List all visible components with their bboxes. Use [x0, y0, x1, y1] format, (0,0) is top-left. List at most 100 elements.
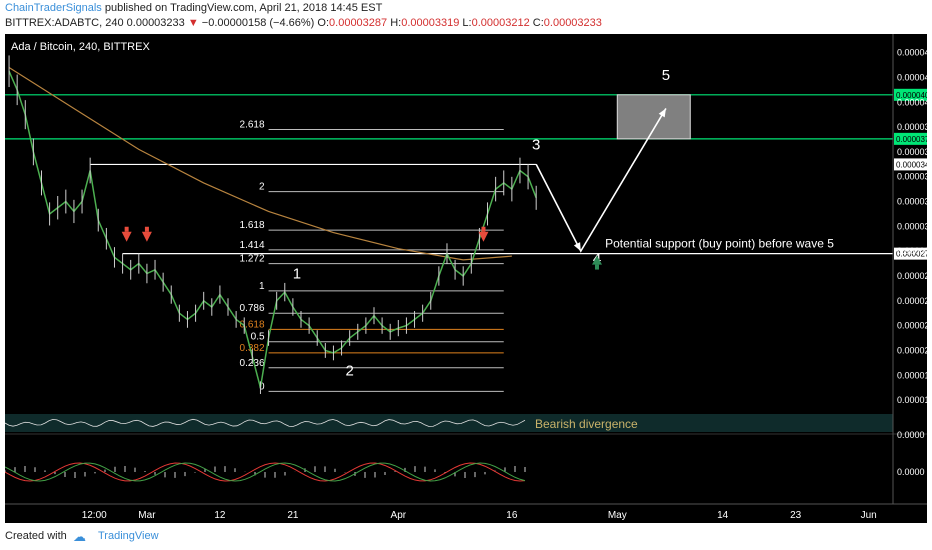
wave-label: 5 [662, 67, 670, 84]
green-up-arrow-stem [595, 264, 599, 270]
price-tag [894, 88, 927, 101]
price-axis-tick: 0.00003200 [897, 197, 927, 207]
wave-label: 3 [532, 136, 540, 153]
price-tag-label: 0.00004060 [896, 91, 927, 100]
price-axis-tick: 0.00004400 [897, 48, 927, 58]
macd-line [4, 462, 526, 482]
price-line [8, 70, 537, 388]
arrowhead-icon [658, 108, 666, 118]
macd-signal-line [4, 462, 526, 482]
red-down-arrow-icon [478, 231, 489, 242]
chart-title: Ada / Bitcoin, 240, BITTREX [11, 41, 150, 53]
fibonacci-group: 00.2360.3820.50.6180.78611.2721.4141.618… [240, 120, 504, 392]
low-label: L: [462, 17, 472, 29]
fib-level-label: 0.382 [240, 343, 265, 354]
red-down-arrow-stem [124, 226, 129, 232]
time-axis-tick: 12:00 [82, 510, 107, 521]
symbol-label: BITTREX:ADABTC, 240 [5, 17, 124, 29]
publish-info: ChainTraderSignals published on TradingV… [5, 2, 382, 14]
axis-group: 0.00004400 0.00004200 0.00004000 0.00003800… [5, 34, 932, 521]
close-value: 0.00003233 [543, 17, 602, 29]
time-axis-tick: 14 [717, 510, 729, 521]
chart-area[interactable]: 00.2360.3820.50.6180.78611.2721.4141.618… [4, 34, 932, 523]
fib-level-label: 0 [259, 381, 265, 392]
fib-level-label: 1.272 [240, 254, 265, 265]
open-value: 0.00003287 [329, 17, 388, 29]
price-tag [894, 132, 927, 145]
last-price: 0.00003233 [126, 17, 185, 29]
time-axis-tick: 12 [214, 510, 226, 521]
fib-level-label: 0.618 [240, 319, 265, 330]
green-up-arrow-icon [592, 255, 602, 265]
price-axis-tick: 0.00004200 [897, 72, 927, 82]
created-with-label: Created with [5, 530, 67, 542]
fib-level-label: 0.5 [251, 332, 265, 343]
price-axis-tick: 0.00002200 [897, 321, 927, 331]
divergence-annotation: Bearish divergence [535, 417, 638, 431]
price-tag [894, 247, 927, 260]
published-text: published on TradingView.com, April 21, … [104, 2, 383, 14]
ohlc-readout: BITTREX:ADABTC, 240 0.00003233 ▼ −0.0000… [5, 17, 602, 29]
tradingview-link[interactable]: TradingView [98, 530, 159, 542]
wave-label: 2 [345, 362, 353, 379]
red-down-arrow-icon [121, 231, 132, 242]
price-axis-tick: 0.00004000 [897, 97, 927, 107]
open-label: O: [317, 17, 330, 29]
divergence-highlight [5, 414, 893, 432]
oscillator-line [4, 418, 526, 427]
price-axis-tick: 0.00003600 [897, 147, 927, 157]
fib-level-label: 0.786 [240, 303, 265, 314]
time-axis-tick: 23 [790, 510, 802, 521]
time-axis-tick: May [608, 510, 627, 521]
price-chart[interactable]: 00.2360.3820.50.6180.78611.2721.4141.618… [4, 34, 932, 523]
header-bar: ChainTraderSignals published on TradingV… [0, 0, 932, 34]
support-annotation: Potential support (buy point) before wav… [605, 237, 834, 251]
time-axis-tick: 21 [287, 510, 299, 521]
indicator-group: Bearish divergence 0.0000 0.0000 [4, 414, 927, 482]
level-lines-group: 0.00004060 0.00003705 0.00003499 0.00002780 [5, 88, 932, 260]
time-axis-tick: Mar [138, 510, 156, 521]
tradingview-logo-icon: ☁ [73, 529, 86, 544]
time-axis-tick: 16 [506, 510, 518, 521]
series-group [8, 55, 537, 394]
high-label: H: [390, 17, 402, 29]
price-axis-tick: 0.00003400 [897, 172, 927, 182]
fib-level-label: 2.618 [240, 120, 265, 131]
annotation-group: 12345Potential support (buy point) befor… [121, 67, 834, 379]
price-change: −0.00000158 (−4.66%) [201, 17, 315, 29]
price-axis-tick: 0.00002800 [897, 246, 927, 256]
price-axis-tick: 0.00003000 [897, 221, 927, 231]
price-tag-label: 0.00002780 [896, 250, 927, 259]
indicator-axis-label: 0.0000 [897, 430, 925, 440]
chart-background [5, 34, 927, 523]
publisher-link[interactable]: ChainTraderSignals [5, 2, 102, 14]
price-axis-tick: 0.00001600 [897, 395, 927, 405]
target-box [616, 94, 691, 140]
price-axis-tick: 0.00002400 [897, 296, 927, 306]
time-axis-tick: Apr [391, 510, 407, 521]
price-axis-tick: 0.00002600 [897, 271, 927, 281]
time-axis-tick: Jun [861, 510, 877, 521]
red-down-arrow-icon [141, 231, 152, 242]
price-axis-tick: 0.00003800 [897, 122, 927, 132]
high-value: 0.00003319 [401, 17, 460, 29]
price-axis-tick: 0.00002000 [897, 345, 927, 355]
indicator-axis-label: 0.0000 [897, 467, 925, 477]
fib-level-label: 1.414 [240, 240, 265, 251]
arrowhead-icon [573, 242, 581, 252]
red-down-arrow-stem [144, 226, 149, 232]
footer-bar: Created with ☁ TradingView [0, 524, 932, 550]
fib-level-label: 1 [259, 281, 265, 292]
red-down-arrow-stem [481, 226, 486, 232]
price-tag-label: 0.00003499 [896, 160, 927, 169]
price-axis-tick: 0.00001800 [897, 370, 927, 380]
fib-level-label: 1.618 [240, 220, 265, 231]
down-arrow-icon: ▼ [187, 17, 199, 29]
wave-label: 1 [293, 265, 301, 282]
low-value: 0.00003212 [471, 17, 530, 29]
close-label: C: [532, 17, 544, 29]
price-tag-label: 0.00003705 [896, 135, 927, 144]
moving-average-line [8, 66, 512, 261]
price-tag [894, 158, 927, 171]
fib-level-label: 2 [259, 182, 265, 193]
